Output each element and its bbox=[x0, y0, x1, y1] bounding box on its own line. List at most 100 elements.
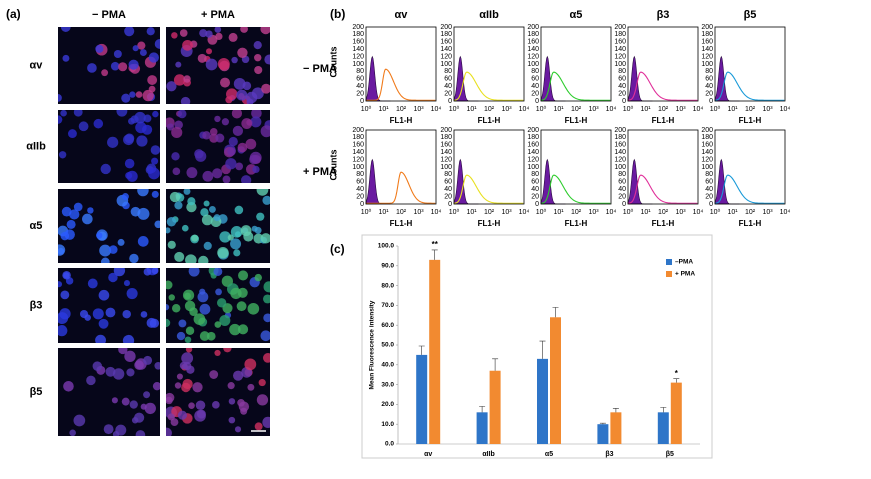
x-axis-label: FL1-H bbox=[390, 116, 413, 125]
cell bbox=[98, 289, 110, 301]
y-tick-label: 140 bbox=[614, 149, 626, 156]
cell bbox=[82, 213, 93, 225]
cell bbox=[202, 170, 214, 182]
row-label: αv bbox=[30, 59, 44, 71]
y-tick-label: 60 bbox=[705, 179, 713, 186]
cell bbox=[179, 29, 188, 37]
cell bbox=[256, 394, 269, 406]
y-axis-label: Counts bbox=[328, 47, 338, 78]
y-tick-label: 60 bbox=[531, 179, 539, 186]
cell bbox=[118, 62, 128, 72]
y-axis-label: Mean Fluorescence intensity bbox=[369, 300, 376, 389]
x-tick-label: 10³ bbox=[675, 209, 686, 216]
cell bbox=[198, 255, 209, 263]
cell bbox=[199, 331, 210, 341]
cell bbox=[147, 75, 158, 85]
y-tick-label: 70.0 bbox=[381, 302, 394, 309]
cell bbox=[205, 48, 213, 55]
control-histogram bbox=[714, 158, 740, 205]
cell bbox=[135, 121, 147, 134]
cell bbox=[214, 349, 221, 357]
cell bbox=[137, 236, 149, 247]
x-tick-label: 10³ bbox=[675, 106, 686, 113]
plot-box bbox=[365, 129, 437, 205]
y-tick-label: 80 bbox=[705, 68, 713, 75]
cell bbox=[215, 133, 225, 143]
x-tick-label: 10³ bbox=[762, 106, 773, 113]
y-tick-label: 180 bbox=[352, 31, 364, 38]
cell bbox=[206, 331, 216, 341]
cell bbox=[185, 254, 197, 263]
cell bbox=[167, 240, 176, 249]
cell bbox=[200, 208, 209, 217]
plot-box bbox=[627, 129, 699, 205]
cell bbox=[235, 162, 244, 171]
cell bbox=[108, 245, 118, 254]
row-label: αIIb bbox=[26, 140, 46, 152]
cell bbox=[58, 281, 63, 288]
cell bbox=[214, 321, 222, 328]
cell bbox=[262, 294, 270, 304]
y-tick-label: 10.0 bbox=[381, 421, 394, 428]
cell bbox=[124, 27, 135, 37]
cell bbox=[264, 54, 270, 65]
cell bbox=[195, 400, 206, 411]
y-tick-label: 90.0 bbox=[381, 263, 394, 270]
y-tick-label: 0 bbox=[448, 98, 452, 105]
y-tick-label: 140 bbox=[527, 149, 539, 156]
cell bbox=[223, 348, 232, 353]
y-tick-label: 160 bbox=[527, 142, 539, 149]
error-bar bbox=[479, 406, 486, 413]
cell bbox=[205, 30, 213, 38]
cell bbox=[96, 232, 103, 239]
cell bbox=[237, 398, 245, 407]
cell bbox=[228, 398, 236, 405]
cell bbox=[258, 378, 266, 387]
cell bbox=[154, 220, 160, 229]
cell bbox=[134, 412, 145, 423]
y-tick-label: 20 bbox=[531, 90, 539, 97]
y-tick-label: 40 bbox=[531, 186, 539, 193]
cell bbox=[148, 167, 160, 180]
control-histogram bbox=[365, 158, 391, 205]
cell bbox=[137, 41, 146, 50]
x-tick-label: 10⁰ bbox=[710, 208, 721, 216]
cell bbox=[172, 167, 181, 176]
cell bbox=[238, 270, 249, 281]
y-tick-label: 0 bbox=[622, 201, 626, 208]
error-bar bbox=[660, 407, 667, 413]
y-tick-label: 20 bbox=[618, 193, 626, 200]
cell bbox=[173, 74, 186, 86]
significance: * bbox=[675, 369, 679, 378]
cell bbox=[253, 40, 262, 50]
sample-histogram bbox=[366, 68, 436, 101]
y-tick-label: 60 bbox=[444, 76, 452, 83]
cell bbox=[87, 63, 97, 73]
y-tick-label: 60.0 bbox=[381, 322, 394, 329]
y-tick-label: 180 bbox=[352, 134, 364, 141]
cell bbox=[124, 350, 136, 362]
bar bbox=[610, 412, 622, 444]
cell bbox=[152, 382, 160, 391]
y-tick-label: 60 bbox=[444, 179, 452, 186]
plot-box bbox=[714, 26, 786, 102]
cell bbox=[171, 32, 178, 39]
cell bbox=[73, 202, 83, 212]
cell bbox=[136, 135, 148, 147]
cell bbox=[142, 89, 154, 102]
cell bbox=[199, 303, 211, 315]
cell bbox=[263, 313, 270, 323]
y-tick-label: 120 bbox=[614, 156, 626, 163]
x-tick-label: 10⁴ bbox=[431, 209, 442, 216]
row-label: + PMA bbox=[303, 166, 337, 178]
control-histogram bbox=[453, 55, 479, 102]
cell bbox=[182, 289, 195, 301]
x-tick-label: 10⁴ bbox=[780, 209, 791, 216]
cell bbox=[117, 238, 125, 246]
cell bbox=[229, 323, 241, 336]
error-bar bbox=[599, 422, 606, 425]
y-tick-label: 100 bbox=[701, 164, 713, 171]
x-tick-label: 10³ bbox=[762, 209, 773, 216]
cell bbox=[214, 115, 221, 123]
y-axis-label: Counts bbox=[328, 150, 338, 181]
